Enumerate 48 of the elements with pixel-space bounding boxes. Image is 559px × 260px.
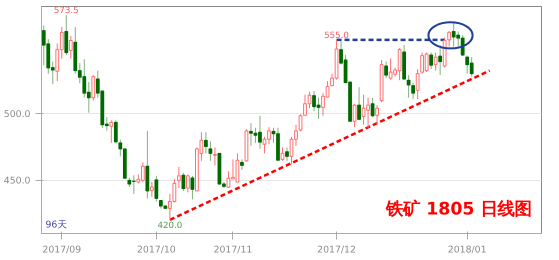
x-tick-label: 2017/09 bbox=[42, 244, 82, 256]
candlestick bbox=[370, 97, 374, 118]
annotation: 573.5 bbox=[54, 6, 79, 16]
x-tick-label: 2017/12 bbox=[317, 244, 356, 256]
candlestick bbox=[434, 52, 438, 72]
candlestick bbox=[132, 174, 136, 194]
candlestick bbox=[465, 55, 470, 74]
candlestick bbox=[213, 146, 217, 166]
candlestick bbox=[429, 52, 434, 70]
candlestick bbox=[280, 146, 284, 162]
candlestick bbox=[357, 86, 361, 121]
annotation: 555.0 bbox=[324, 30, 349, 41]
candlestick bbox=[208, 140, 212, 162]
x-tick-label: 2017/11 bbox=[214, 244, 252, 256]
annotation: 96天 bbox=[46, 220, 66, 230]
candlestick bbox=[420, 52, 424, 74]
candlestick bbox=[240, 158, 244, 170]
y-tick-label: 500.0 bbox=[4, 108, 31, 120]
annotation: 420.0 bbox=[157, 221, 182, 232]
candlestick bbox=[91, 74, 96, 102]
candlestick bbox=[64, 14, 68, 56]
candlestick bbox=[150, 181, 154, 198]
candlestick bbox=[285, 146, 289, 162]
candlestick bbox=[176, 166, 181, 188]
x-tick-label: 2018/01 bbox=[448, 244, 487, 256]
candlestick bbox=[114, 120, 118, 144]
candlestick bbox=[127, 176, 132, 188]
candlestick bbox=[68, 36, 73, 60]
text: 铁矿 1805 日线图 bbox=[385, 200, 532, 220]
candlestick bbox=[82, 58, 86, 98]
candlestick bbox=[375, 104, 379, 125]
candlestick bbox=[384, 61, 388, 79]
candlestick bbox=[154, 175, 158, 202]
candlestick bbox=[406, 74, 411, 98]
candlestick bbox=[416, 68, 420, 100]
candlestick bbox=[452, 21, 456, 48]
candlestick bbox=[438, 44, 442, 76]
candlestick bbox=[204, 132, 208, 154]
candlestick bbox=[352, 103, 356, 128]
candlestick bbox=[470, 56, 474, 78]
candlestick bbox=[190, 175, 194, 200]
x-tick-label: 2017/10 bbox=[136, 244, 176, 256]
candlestick bbox=[181, 172, 186, 192]
candlestick bbox=[109, 120, 114, 144]
candlestick bbox=[140, 162, 145, 182]
y-tick-label: 450.0 bbox=[4, 176, 31, 187]
candlestick bbox=[42, 24, 46, 66]
candlestick bbox=[186, 174, 190, 193]
